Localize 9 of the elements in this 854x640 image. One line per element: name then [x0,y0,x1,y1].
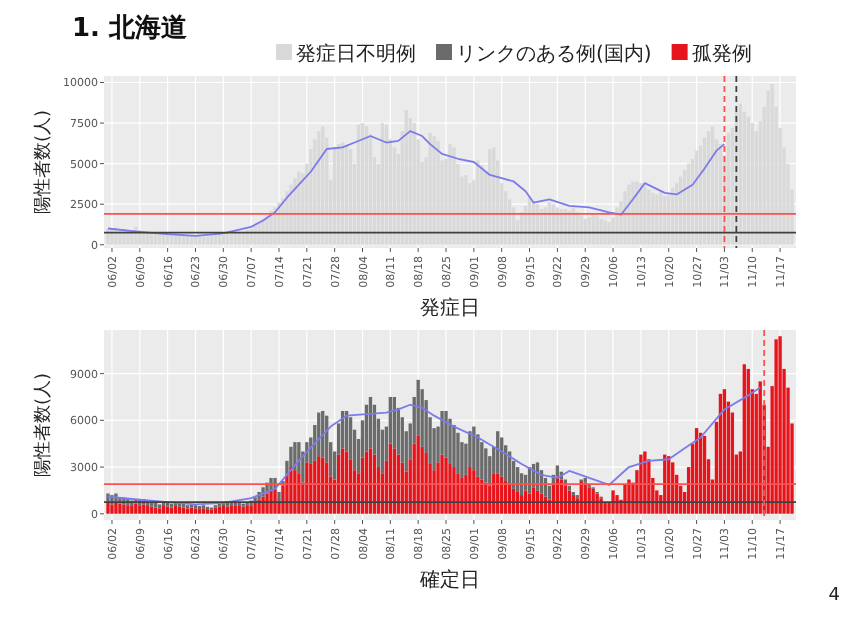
chart-title: 1. 北海道 [72,14,190,44]
text: 4 [828,586,841,606]
y-axis-title: 陽性者数(人) [32,372,54,478]
legend-label: リンクのある例(国内) [456,42,652,66]
legend-label: 発症日不明例 [296,42,416,66]
y-axis-title: 陽性者数(人) [32,109,54,215]
legend-label: 孤発例 [691,42,752,66]
x-axis-title: 確定日 [418,568,480,592]
x-axis-title: 発症日 [420,296,480,320]
